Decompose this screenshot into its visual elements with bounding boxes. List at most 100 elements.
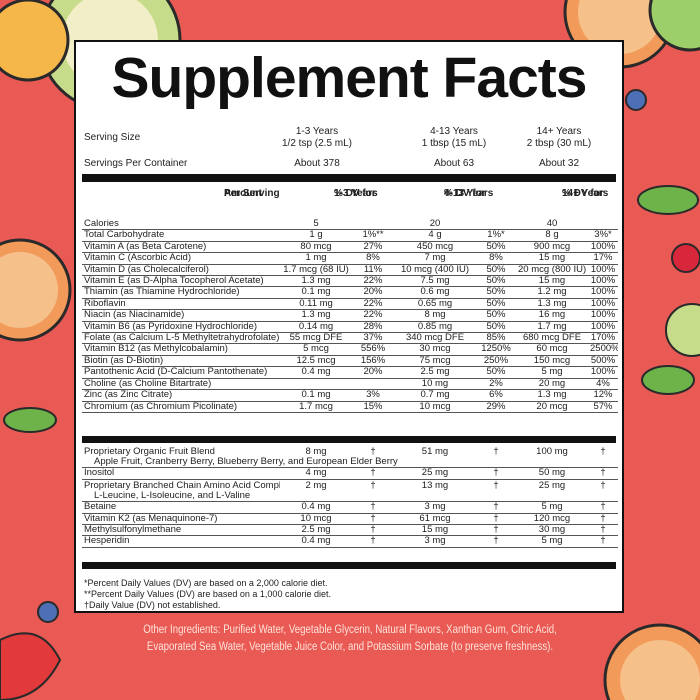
other-dv-1-3: † <box>352 467 394 480</box>
nutrient-row: Vitamin C (Ascorbic Acid) 1 mg 8% 7 mg 8% 15 … <box>82 252 618 265</box>
other-name: Proprietary Organic Fruit Blend <box>84 446 215 457</box>
other-amount-4-13: 3 mg <box>394 501 476 514</box>
nutrient-amount-14-plus: 1.3 mg <box>516 298 588 311</box>
nutrient-amount-1-3: 1.7 mcg <box>280 401 352 413</box>
nutrient-dv-4-13: 50% <box>476 264 516 277</box>
nutrient-dv-1-3: 20% <box>352 366 394 379</box>
serving-col-3-age: 14+ Years <box>536 126 582 137</box>
nutrient-amount-1-3: 1 mg <box>280 252 352 265</box>
nutrient-amount-4-13: 10 mcg (400 IU) <box>394 264 476 277</box>
nutrient-dv-14-plus: 57% <box>588 401 618 413</box>
nutrient-amount-14-plus: 1.3 mg <box>516 389 588 402</box>
other-name: Inositol <box>82 467 280 480</box>
nutrient-amount-4-13: 4 g <box>394 229 476 242</box>
other-amount-1-3: 8 mg <box>305 446 327 457</box>
other-ingredients-table: Proprietary Organic Fruit Blend 8 mg † 51 m… <box>82 446 618 548</box>
divider-bar-middle <box>82 436 616 443</box>
nutrient-row: Folate (as Calcium L-5 Methyltetrahydrof… <box>82 332 618 345</box>
nutrient-name: Total Carbohydrate <box>82 229 280 242</box>
nutrient-dv-4-13 <box>476 219 516 231</box>
nutrient-dv-1-3 <box>352 219 394 231</box>
nutrient-dv-1-3: 27% <box>352 241 394 254</box>
other-dv-14-plus: † <box>600 446 606 457</box>
nutrient-name: Vitamin D (as Cholecalciferol) <box>82 264 280 277</box>
dv3-header-line-2: 14+ Years <box>562 188 609 199</box>
nutrient-amount-14-plus: 1.2 mg <box>516 286 588 299</box>
nutrient-amount-1-3: 1.3 mg <box>280 309 352 322</box>
other-row: Vitamin K2 (as Menaquinone-7) 10 mcg † 61 m… <box>82 513 618 526</box>
other-dv-4-13: † <box>476 535 516 548</box>
nutrient-amount-1-3: 1.3 mg <box>280 275 352 288</box>
nutrient-dv-1-3: 1%** <box>352 229 394 242</box>
nutrient-amount-14-plus: 60 mcg <box>516 343 588 356</box>
other-amount-14-plus: 25 mg <box>538 479 566 491</box>
nutrient-amount-4-13: 0.85 mg <box>394 321 476 334</box>
other-row: Methylsulfonylmethane 2.5 mg † 15 mg † 30 mg † <box>82 524 618 537</box>
nutrient-dv-14-plus: 4% <box>588 378 618 391</box>
serving-col-1-amount: 1/2 tsp (2.5 mL) <box>281 138 353 149</box>
nutrient-name: Vitamin B6 (as Pyridoxine Hydrochloride) <box>82 321 280 334</box>
nutrient-amount-4-13: 2.5 mg <box>394 366 476 379</box>
servings-col-3: About 32 <box>538 158 580 169</box>
nutrient-row: Choline (as Choline Bitartrate) 10 mg 2% 20… <box>82 378 618 391</box>
nutrient-row: Vitamin B12 (as Methylcobalamin) 5 mcg 556… <box>82 343 618 356</box>
nutrient-amount-14-plus: 680 mcg DFE <box>516 332 588 345</box>
other-dv-1-3: † <box>370 446 376 457</box>
servings-per-container-label: Servings Per Container <box>84 158 188 169</box>
other-sub-ingredients: Apple Fruit, Cranberry Berry, Blueberry … <box>82 457 618 469</box>
nutrient-name: Calories <box>82 219 280 231</box>
other-sub-row: L-Leucine, L-Isoleucine, and L-Valine <box>82 490 618 503</box>
other-amount-4-13: 51 mg <box>421 446 449 457</box>
nutrient-dv-1-3: 22% <box>352 298 394 311</box>
nutrient-dv-1-3: 15% <box>352 401 394 413</box>
nutrient-amount-1-3: 12.5 mcg <box>280 355 352 368</box>
other-row: Hesperidin 0.4 mg † 3 mg † 5 mg † <box>82 535 618 548</box>
column-header: Amount Per Serving % DV for 1-3 Years % … <box>84 188 614 218</box>
amount-header-line-1: Amount <box>224 188 262 199</box>
nutrient-amount-1-3: 5 <box>280 219 352 231</box>
nutrient-amount-14-plus: 20 mcg <box>516 401 588 413</box>
nutrient-name: Vitamin E (as D-Alpha Tocopherol Acetate… <box>82 275 280 288</box>
nutrient-name: Riboflavin <box>82 298 280 311</box>
other-amount-14-plus: 120 mcg <box>516 513 588 526</box>
other-dv-1-3: † <box>352 501 394 514</box>
other-dv-4-13: † <box>476 524 516 537</box>
other-amount-4-13: 3 mg <box>394 535 476 548</box>
nutrient-name: Vitamin A (as Beta Carotene) <box>82 241 280 254</box>
nutrient-amount-4-13: 0.7 mg <box>394 389 476 402</box>
nutrient-dv-4-13: 1250% <box>476 343 516 356</box>
nutrient-row: Vitamin A (as Beta Carotene) 80 mcg 27% 450… <box>82 241 618 254</box>
nutrient-amount-14-plus: 900 mcg <box>516 241 588 254</box>
nutrient-dv-1-3: 37% <box>352 332 394 345</box>
other-amount-14-plus: 5 mg <box>516 535 588 548</box>
dv2-header-line-2: 4-13 Years <box>444 188 494 199</box>
footnote-2: **Percent Daily Values (DV) are based on… <box>84 589 331 599</box>
nutrient-name: Vitamin C (Ascorbic Acid) <box>82 252 280 265</box>
other-dv-1-3: † <box>352 513 394 526</box>
nutrient-amount-1-3: 1.7 mcg (68 IU) <box>280 264 352 277</box>
other-dv-4-13: † <box>493 479 499 491</box>
nutrient-dv-4-13: 50% <box>476 241 516 254</box>
nutrient-amount-4-13: 75 mcg <box>394 355 476 368</box>
nutrient-amount-1-3: 0.4 mg <box>280 366 352 379</box>
nutrient-dv-1-3: 20% <box>352 286 394 299</box>
footnote-1: *Percent Daily Values (DV) are based on … <box>84 578 328 588</box>
other-dv-14-plus: † <box>588 513 618 526</box>
nutrient-dv-4-13: 250% <box>476 355 516 368</box>
nutrient-dv-14-plus: 100% <box>588 286 618 299</box>
nutrient-dv-4-13: 29% <box>476 401 516 413</box>
nutrient-amount-14-plus: 15 mg <box>516 252 588 265</box>
nutrient-dv-4-13: 8% <box>476 252 516 265</box>
supplement-facts-panel: Supplement Facts Serving Size 1-3 Years … <box>74 40 624 613</box>
other-amount-4-13: 25 mg <box>394 467 476 480</box>
nutrient-name: Pantothenic Acid (D-Calcium Pantothenate… <box>82 366 280 379</box>
other-ingredients-text: Other Ingredients: Purified Water, Veget… <box>143 624 557 653</box>
nutrient-name: Biotin (as D-Biotin) <box>82 355 280 368</box>
other-row: Betaine 0.4 mg † 3 mg † 5 mg † <box>82 501 618 514</box>
other-name: Vitamin K2 (as Menaquinone-7) <box>82 513 280 526</box>
nutrient-name: Choline (as Choline Bitartrate) <box>82 378 280 391</box>
other-amount-14-plus: 100 mg <box>536 446 568 457</box>
nutrient-table: Calories 5 20 40 Total Carbohydrate 1 g 1%** 4 … <box>82 219 618 413</box>
nutrient-amount-14-plus: 150 mcg <box>516 355 588 368</box>
nutrient-name: Thiamin (as Thiamine Hydrochloride) <box>82 286 280 299</box>
